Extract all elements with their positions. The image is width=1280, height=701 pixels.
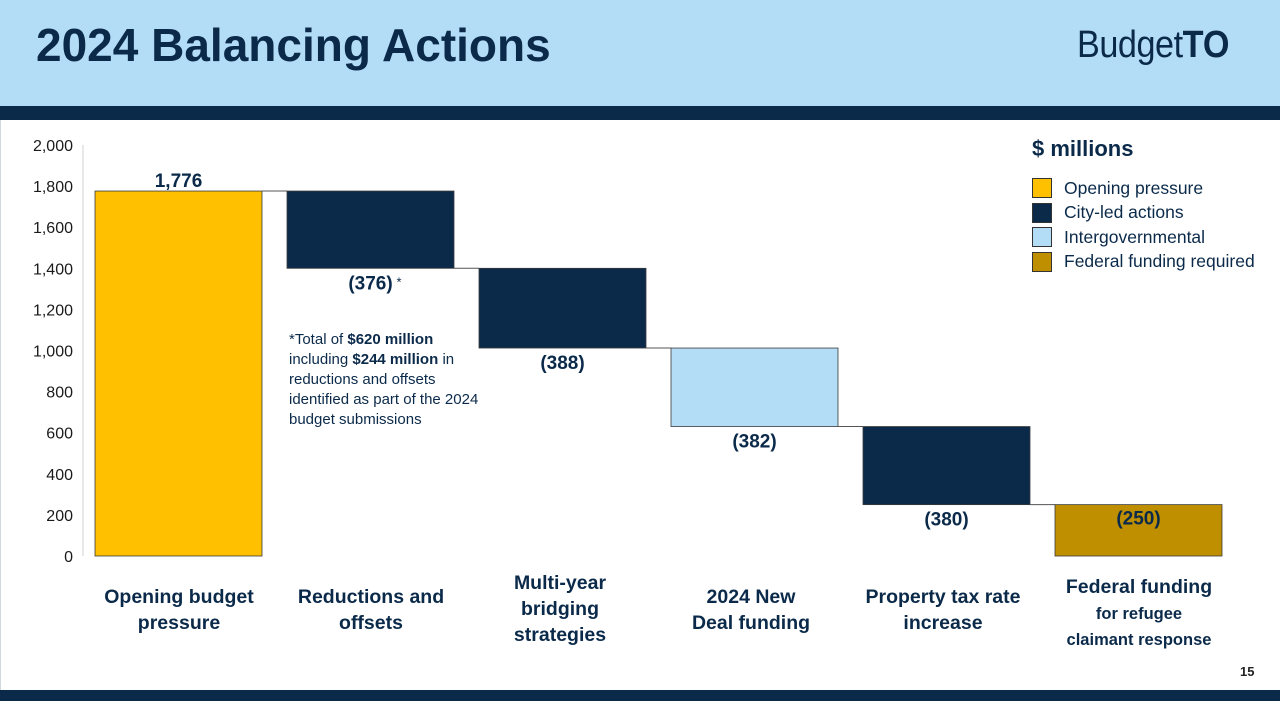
logo-text-bold: TO [1183,24,1230,66]
budgetto-logo: BudgetTO [1077,24,1230,67]
category-label-federal-funding: Federal funding for refugee claimant resp… [1044,574,1234,652]
bar [286,190,455,269]
category-label-property-tax: Property tax rate increase [848,584,1038,636]
category-label-text: Opening budget pressure [104,586,254,634]
legend-item-federal-funding-required: Federal funding required [1032,250,1277,275]
legend-label: Intergovernmental [1064,226,1206,247]
slide-left-edge [0,120,1,690]
legend-swatch [1032,202,1052,223]
category-label-reductions-and-offsets: Reductions and offsets [276,584,466,636]
bar [1054,504,1223,557]
legend-label: Federal funding required [1064,251,1255,272]
y-tick-label: 1,800 [33,179,73,196]
legend-label: Opening pressure [1064,177,1204,198]
footnote: *Total of $620 million including $244 mi… [289,330,489,430]
legend-swatch [1032,178,1052,199]
legend-swatch [1032,227,1052,248]
footnote-subtotal: $244 million [352,351,439,368]
data-label: (388) [540,353,584,374]
footnote-suffix: in reductions and offsets identified as … [289,351,479,428]
waterfall-chart: 2,000 1,800 1,600 1,400 1,200 1,000 800 600 400 2… [33,138,1223,566]
logo-text: Budget [1077,24,1184,66]
page-number: 15 [1240,664,1255,679]
y-tick-label: 800 [46,385,73,402]
y-tick-label: 1,000 [33,344,73,361]
category-label-multi-year-bridging: Multi-year bridging strategies [465,570,655,648]
category-label-text: Multi-year bridging strategies [513,572,607,646]
legend-item-intergovernmental: Intergovernmental [1032,225,1277,250]
header-divider [0,106,1280,120]
legend-item-city-led-actions: City-led actions [1032,201,1277,226]
y-tick-label: 1,600 [33,220,73,237]
legend-item-opening-pressure: Opening pressure [1032,176,1277,201]
page-title: 2024 Balancing Actions [36,19,551,71]
bar [478,267,647,349]
legend: $ millions Opening pressure City-led act… [1032,136,1277,274]
category-label-text: 2024 New Deal funding [691,586,811,634]
header-band [0,0,1280,106]
legend-label: City-led actions [1064,202,1184,223]
legend-title: $ millions [1032,136,1134,161]
footer-divider [0,690,1280,701]
y-tick-label: 0 [64,549,73,566]
footnote-middle: including [289,351,353,368]
legend-swatch [1032,251,1052,272]
data-label: (382) [732,432,776,453]
y-tick-label: 200 [46,508,73,525]
y-tick-label: 2,000 [33,138,73,155]
data-label-asterisk: * [397,274,402,289]
category-label-new-deal-funding: 2024 New Deal funding [656,584,846,636]
y-tick-label: 1,200 [33,302,73,319]
y-tick-label: 1,400 [33,261,73,278]
category-label-subtext: for refugee claimant response [1066,605,1212,649]
data-label: (250) [1116,509,1160,530]
bar [94,190,263,557]
bar [862,426,1031,506]
footnote-total: $620 million [347,331,434,348]
data-label: (380) [924,510,968,531]
footnote-prefix: *Total of [289,331,348,348]
y-tick-label: 400 [46,467,73,484]
category-label-text: Reductions and offsets [297,586,445,634]
category-label-text: Property tax rate increase [865,586,1021,634]
y-tick-label: 600 [46,426,73,443]
category-label-text: Federal funding [1065,576,1213,598]
category-label-opening-budget-pressure: Opening budget pressure [84,584,274,636]
data-label: 1,776 [155,171,203,192]
data-label: (376) [348,273,392,294]
bar [670,347,839,427]
